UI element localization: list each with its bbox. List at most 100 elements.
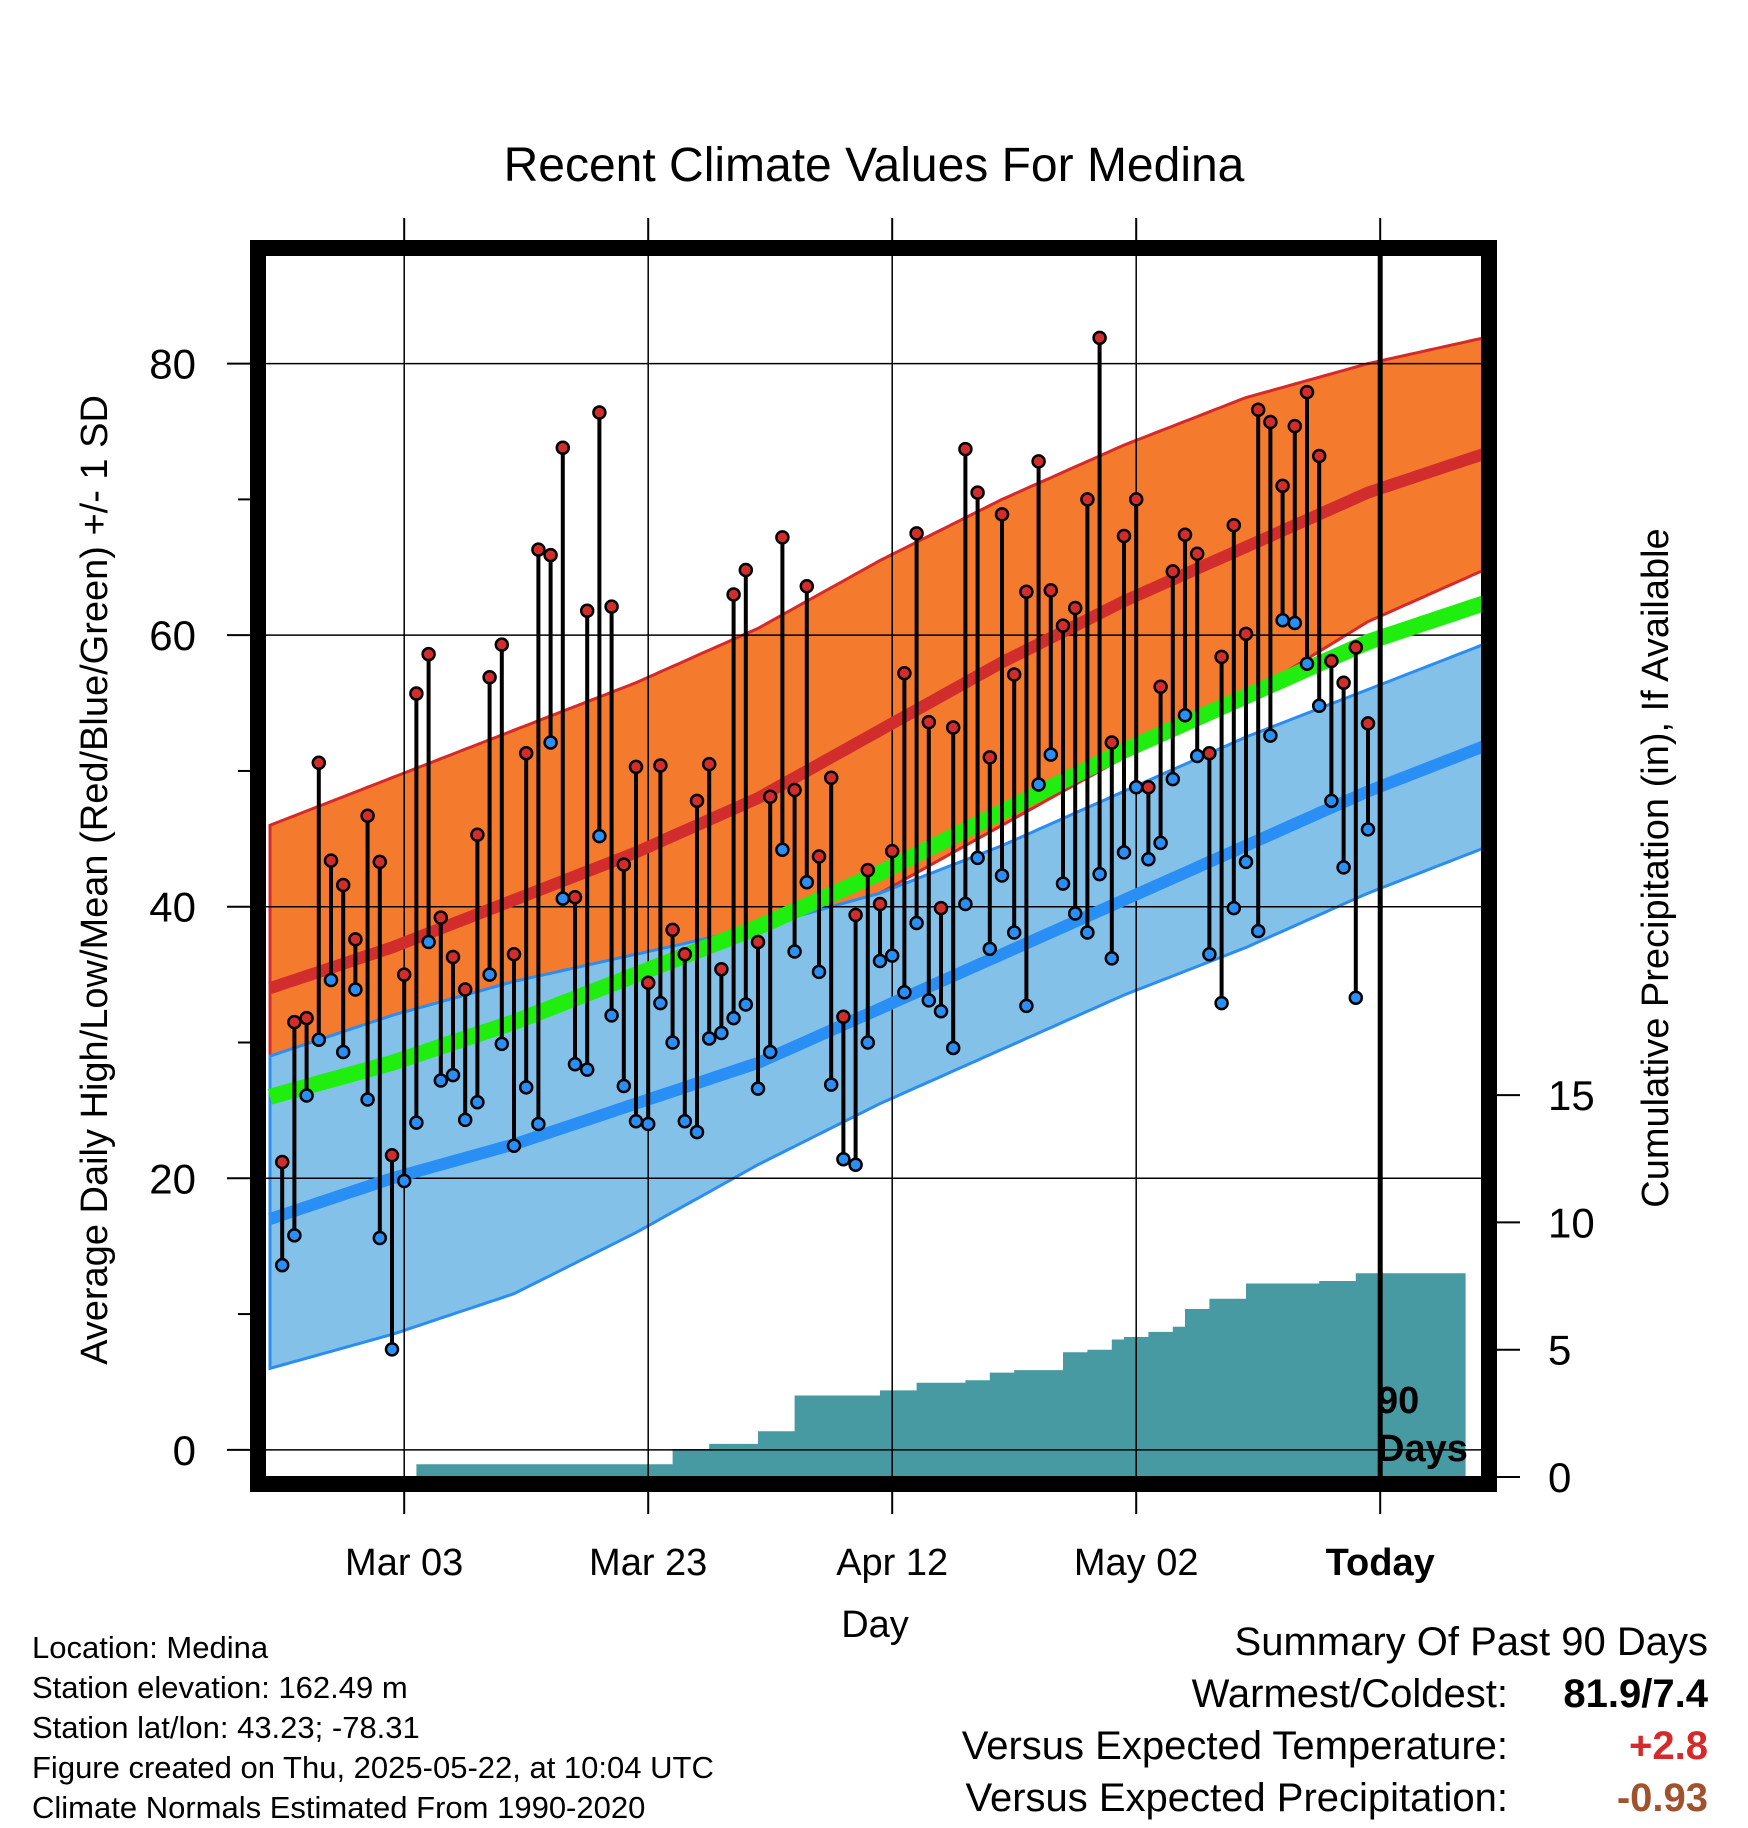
- daily-high-point: [1336, 675, 1351, 690]
- daily-low-point: [1263, 728, 1278, 743]
- daily-high-point: [287, 1014, 302, 1030]
- daily-low-point: [665, 1035, 680, 1050]
- daily-high-point: [726, 587, 741, 602]
- daily-high-point: [811, 849, 827, 864]
- daily-high-point: [494, 637, 510, 652]
- daily-high-point: [1153, 679, 1168, 695]
- daily-high-point: [433, 910, 449, 925]
- daily-high-point: [970, 485, 985, 500]
- daily-high-point: [1019, 584, 1034, 599]
- daily-high-point: [872, 896, 888, 912]
- daily-low-point: [836, 1152, 851, 1167]
- daily-low-point: [531, 1116, 546, 1132]
- daily-high-point: [897, 665, 912, 681]
- daily-low-point: [897, 985, 912, 1000]
- daily-low-point: [787, 944, 802, 959]
- location-text: Location: Medina: [32, 1630, 269, 1665]
- daily-low-point: [1104, 951, 1120, 966]
- x-tick-label: Apr 12: [836, 1542, 948, 1584]
- daily-high-point: [665, 922, 680, 938]
- daily-high-point: [1299, 384, 1315, 400]
- daily-low-point: [372, 1230, 388, 1246]
- daily-high-point: [848, 907, 863, 923]
- created-text: Figure created on Thu, 2025-05-22, at 10…: [32, 1750, 714, 1785]
- daily-low-point: [1238, 854, 1254, 870]
- daily-low-point: [762, 1044, 778, 1060]
- daily-high-point: [714, 961, 729, 977]
- daily-low-point: [775, 842, 790, 857]
- daily-low-point: [1006, 925, 1022, 940]
- daily-high-point: [1311, 448, 1327, 464]
- temp-label: Versus Expected Temperature:: [961, 1724, 1508, 1768]
- daily-low-point: [1080, 925, 1095, 940]
- daily-low-point: [921, 993, 937, 1008]
- daily-high-point: [335, 877, 351, 893]
- daily-low-point: [1336, 860, 1351, 875]
- summary-warmest-row: Warmest/Coldest: 81.9/7.4: [1192, 1672, 1708, 1717]
- daily-low-point: [1250, 923, 1266, 939]
- daily-low-point: [872, 953, 888, 969]
- daily-low-point: [933, 1004, 949, 1019]
- daily-high-point: [1324, 653, 1339, 669]
- mean-normal-line: [267, 595, 1482, 1105]
- daily-low-point: [823, 1077, 839, 1092]
- daily-low-point: [1067, 906, 1083, 921]
- daily-low-point: [287, 1228, 302, 1243]
- daily-high-point: [653, 758, 668, 773]
- daily-low-point: [421, 934, 436, 950]
- daily-low-point: [348, 982, 363, 997]
- daily-low-point: [714, 1025, 729, 1041]
- normals-text: Climate Normals Estimated From 1990-2020: [32, 1790, 646, 1825]
- daily-high-point: [1055, 618, 1071, 633]
- x-tick-label: Today: [1326, 1542, 1435, 1584]
- daily-low-point: [945, 1040, 961, 1056]
- daily-low-point: [958, 896, 973, 912]
- daily-low-point: [1324, 793, 1339, 809]
- daily-high-point: [348, 932, 363, 947]
- daily-high-point: [421, 646, 436, 662]
- daily-high-point: [592, 405, 607, 420]
- daily-low-point: [1019, 998, 1034, 1014]
- daily-high-point: [1141, 779, 1156, 795]
- daily-low-point: [518, 1080, 534, 1095]
- daily-low-point: [1128, 779, 1144, 795]
- daily-high-point: [616, 857, 632, 872]
- daily-low-point: [628, 1114, 644, 1129]
- daily-low-point: [994, 868, 1010, 883]
- daily-high-point: [1104, 735, 1120, 750]
- y-right-tick-label: 0: [1548, 1454, 1571, 1501]
- daily-low-point: [604, 1008, 619, 1023]
- daily-high-point: [323, 853, 339, 868]
- daily-high-point: [958, 441, 973, 457]
- daily-low-point: [1360, 822, 1376, 837]
- daily-low-point: [457, 1112, 473, 1128]
- daily-high-point: [482, 670, 497, 685]
- daily-low-point: [1226, 900, 1242, 916]
- high-normal-line: [268, 448, 1482, 994]
- daily-low-point: [1092, 866, 1107, 882]
- daily-low-point: [1275, 612, 1290, 628]
- daily-high-point: [409, 686, 424, 701]
- daily-high-point: [360, 808, 375, 824]
- daily-low-point: [445, 1067, 461, 1083]
- daily-high-point: [1067, 600, 1083, 616]
- daily-low-point: [1214, 995, 1229, 1011]
- daily-low-point: [799, 875, 815, 890]
- daily-high-point: [982, 750, 998, 765]
- precip-label: Versus Expected Precipitation:: [965, 1776, 1508, 1820]
- daily-high-point: [1177, 527, 1193, 542]
- daily-low-point: [592, 828, 607, 844]
- daily-high-point: [457, 982, 473, 997]
- daily-high-point: [1263, 414, 1278, 430]
- daily-low-point: [506, 1138, 522, 1153]
- daily-low-point: [738, 997, 754, 1012]
- daily-high-point: [1043, 583, 1059, 598]
- daily-high-point: [1128, 492, 1144, 507]
- daily-low-point: [1348, 990, 1364, 1005]
- daily-high-point: [1287, 418, 1303, 434]
- y-right-tick-label: 5: [1548, 1327, 1571, 1374]
- daily-high-point: [1360, 716, 1376, 731]
- warmest-label: Warmest/Coldest:: [1191, 1672, 1508, 1716]
- daily-high-point: [1092, 330, 1107, 346]
- daily-low-point: [384, 1342, 400, 1357]
